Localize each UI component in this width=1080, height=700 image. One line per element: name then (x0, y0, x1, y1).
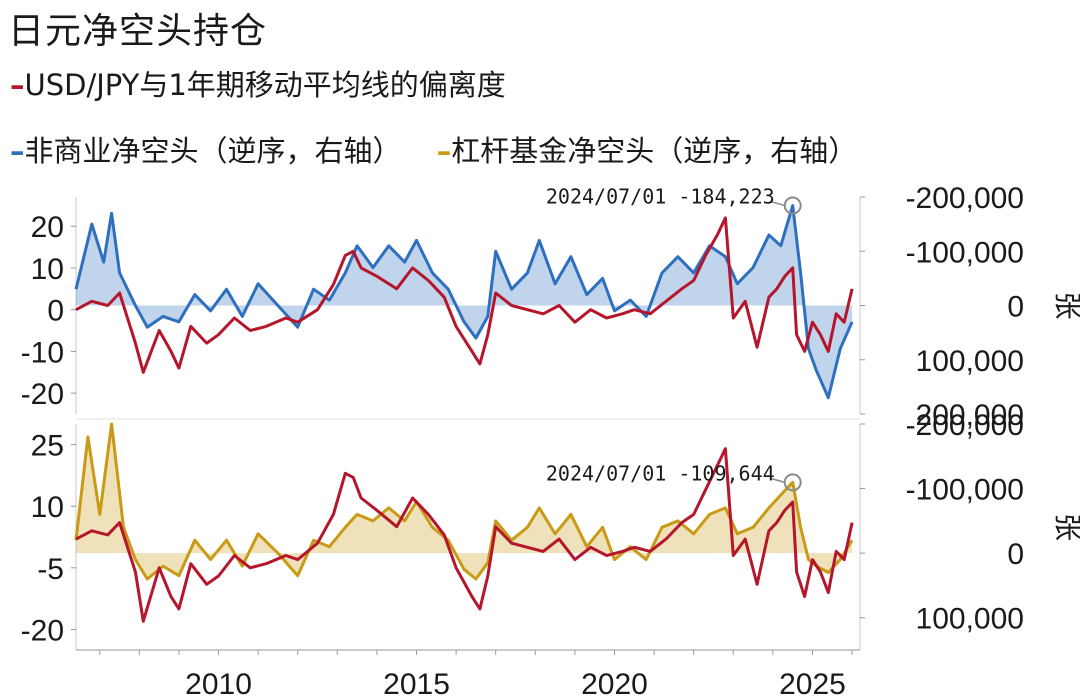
left-tick-label: 10 (31, 491, 64, 524)
legend-label-leveraged: 杠杆基金净空头（逆序，右轴） (451, 134, 858, 168)
annotation-label-1: 2024/07/01 -184,223 (546, 185, 775, 209)
right-axis-unit-label: 张 (1051, 513, 1080, 541)
x-tick-label: 2020 (581, 668, 648, 700)
x-tick-label: 2025 (779, 668, 846, 700)
legend-row-2: –非商业净空头（逆序，右轴） –杠杆基金净空头（逆序，右轴） (10, 128, 857, 170)
series-area-1-2 (76, 205, 853, 398)
legend-swatch-usdjpy: – (10, 68, 25, 102)
right-tick-label: 100,000 (916, 345, 1024, 378)
right-tick-label: 0 (1007, 291, 1024, 324)
left-tick-label: -10 (21, 336, 64, 369)
right-tick-label: -200,000 (906, 182, 1024, 215)
left-tick-label: 20 (31, 211, 64, 244)
series-line-2-2 (74, 422, 854, 581)
legend-label-noncommercial: 非商业净空头（逆序，右轴） (24, 134, 402, 168)
annotation-label-2: 2024/07/01 -109,644 (546, 461, 775, 485)
right-axis-unit-label: 张 (1051, 291, 1080, 319)
legend-item-usdjpy: –USD/JPY与1年期移动平均线的偏离度 (10, 68, 506, 102)
left-tick-label: 0 (47, 295, 64, 328)
legend-swatch-noncommercial: – (10, 134, 25, 168)
x-tick-label: 2015 (383, 668, 450, 700)
right-tick-label: 0 (1007, 538, 1024, 571)
left-tick-label: -5 (37, 553, 64, 586)
legend-item-leveraged: –杠杆基金净空头（逆序，右轴） (437, 134, 858, 168)
annotation-leader-1 (770, 200, 785, 207)
right-tick-label: 100,000 (916, 603, 1024, 636)
right-tick-label: -100,000 (906, 474, 1024, 507)
series-line-2-1 (75, 447, 854, 623)
right-tick-label: -100,000 (906, 236, 1024, 269)
series-area-2-2 (76, 424, 853, 579)
legend-label-usdjpy: USD/JPY与1年期移动平均线的偏离度 (24, 68, 506, 102)
series-line-1-2 (74, 204, 854, 400)
legend-item-noncommercial: –非商业净空头（逆序，右轴） (10, 134, 411, 168)
legend-swatch-leveraged: – (436, 134, 452, 168)
legend-row-1: –USD/JPY与1年期移动平均线的偏离度 (10, 62, 506, 104)
x-tick-label: 2010 (185, 668, 252, 700)
chart-title: 日元净空头持仓 (8, 11, 268, 52)
right-tick-label: -200,000 (906, 409, 1024, 442)
left-tick-label: 10 (31, 253, 64, 286)
left-tick-label: -20 (21, 614, 64, 647)
right-tick-label: 200,000 (916, 399, 1024, 432)
left-tick-label: -20 (21, 378, 64, 411)
left-tick-label: 25 (31, 430, 64, 463)
series-line-1-1 (75, 216, 854, 374)
annotation-leader-2 (770, 477, 785, 484)
